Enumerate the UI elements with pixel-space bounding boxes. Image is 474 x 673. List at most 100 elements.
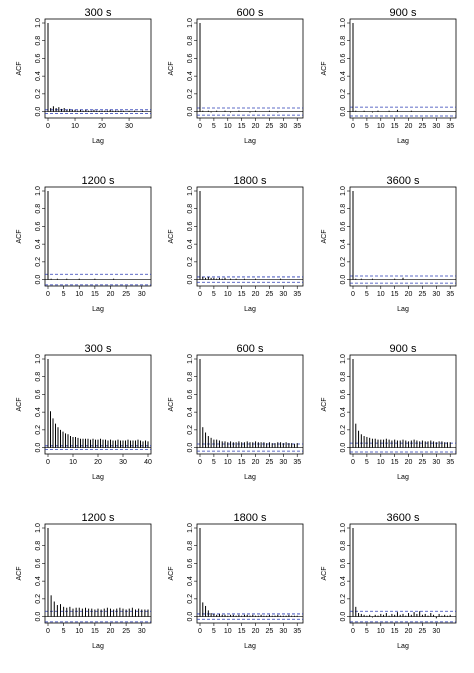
x-tick-label: 30: [279, 123, 287, 130]
y-tick-label: 1.0: [340, 186, 347, 196]
x-tick-label: 30: [279, 291, 287, 298]
y-tick-label: 0.4: [340, 407, 347, 417]
x-tick-label: 35: [446, 291, 454, 298]
y-tick-label: 1.0: [187, 354, 194, 364]
panel-title: 600 s: [237, 343, 264, 355]
x-axis-label: Lag: [92, 474, 104, 481]
acf-panel-6: 3600 s 0 5 10 15 20 25 30 35 0.0 0.2 0.4 0.6 0.8 1.0 La…: [321, 175, 457, 313]
y-tick-label: 0.8: [187, 36, 194, 46]
x-tick-label: 35: [446, 123, 454, 130]
x-tick-label: 10: [377, 628, 385, 635]
plot-frame: [196, 18, 304, 119]
y-tick-label: 0.6: [187, 221, 194, 231]
x-axis-label: Lag: [92, 138, 104, 145]
x-tick-label: 30: [138, 291, 146, 298]
x-tick-label: 20: [405, 628, 413, 635]
y-tick-label: 0.6: [340, 221, 347, 231]
x-axis-label: Lag: [92, 306, 104, 313]
x-tick-label: 30: [279, 628, 287, 635]
plot-frame: [349, 523, 457, 624]
x-tick-label: 15: [238, 628, 246, 635]
y-tick-label: 0.0: [187, 107, 194, 117]
y-tick-label: 1.0: [187, 18, 194, 28]
acf-panel-7: 300 s 0 10 20 30 40 0.0 0.2 0.4 0.6 0.8 1.0 Lag ACF: [16, 343, 152, 481]
plot-frame: [196, 354, 304, 455]
panel-title: 1800 s: [233, 175, 267, 187]
y-axis-label: ACF: [321, 230, 328, 244]
x-tick-label: 25: [419, 459, 427, 466]
x-axis-label: Lag: [397, 138, 409, 145]
y-axis-label: ACF: [16, 567, 23, 581]
acf-panel-12: 3600 s 0 5 10 15 20 25 30 0.0 0.2 0.4 0.6 0.8 1.0 Lag A…: [321, 512, 457, 650]
x-tick-label: 35: [293, 628, 301, 635]
y-tick-label: 0.2: [340, 89, 347, 99]
x-tick-label: 10: [224, 291, 232, 298]
y-tick-label: 0.4: [340, 71, 347, 81]
y-tick-label: 0.6: [35, 389, 42, 399]
y-tick-label: 1.0: [187, 523, 194, 533]
y-tick-label: 0.4: [340, 239, 347, 249]
y-tick-label: 0.8: [35, 372, 42, 382]
y-tick-label: 0.8: [35, 36, 42, 46]
y-tick-label: 0.2: [340, 594, 347, 604]
x-tick-label: 25: [419, 291, 427, 298]
panel-title: 3600 s: [386, 175, 420, 187]
x-tick-label: 20: [252, 459, 260, 466]
y-tick-label: 0.0: [35, 443, 42, 453]
x-tick-label: 0: [46, 123, 50, 130]
panel-title: 1800 s: [233, 512, 267, 524]
x-tick-label: 35: [293, 123, 301, 130]
y-tick-label: 0.0: [340, 275, 347, 285]
x-tick-label: 0: [46, 628, 50, 635]
x-tick-label: 30: [279, 459, 287, 466]
acf-panel-10: 1200 s 0 5 10 15 20 25 30 0.0 0.2 0.4 0.6 0.8 1.0 Lag A…: [16, 512, 152, 650]
x-tick-label: 5: [62, 291, 66, 298]
x-axis-label: Lag: [397, 474, 409, 481]
x-tick-label: 5: [212, 291, 216, 298]
x-tick-label: 0: [46, 459, 50, 466]
y-tick-label: 0.2: [35, 594, 42, 604]
x-tick-label: 10: [71, 123, 79, 130]
x-tick-label: 30: [432, 459, 440, 466]
y-tick-label: 0.2: [35, 257, 42, 267]
x-tick-label: 30: [125, 123, 133, 130]
x-tick-label: 0: [198, 459, 202, 466]
x-tick-label: 5: [365, 628, 369, 635]
y-tick-label: 0.8: [187, 372, 194, 382]
y-tick-label: 0.6: [340, 558, 347, 568]
y-tick-label: 0.2: [340, 257, 347, 267]
x-axis-label: Lag: [397, 643, 409, 650]
x-axis-label: Lag: [244, 643, 256, 650]
y-tick-label: 1.0: [35, 523, 42, 533]
y-axis-label: ACF: [16, 230, 23, 244]
plot-frame: [349, 18, 457, 119]
y-tick-label: 1.0: [35, 354, 42, 364]
x-tick-label: 0: [198, 628, 202, 635]
x-tick-label: 5: [365, 459, 369, 466]
y-tick-label: 0.0: [35, 612, 42, 622]
y-tick-label: 0.6: [340, 389, 347, 399]
y-tick-label: 1.0: [340, 18, 347, 28]
y-tick-label: 0.6: [35, 558, 42, 568]
x-tick-label: 10: [377, 459, 385, 466]
y-tick-label: 0.4: [35, 576, 42, 586]
y-tick-label: 0.4: [187, 71, 194, 81]
y-tick-label: 0.0: [187, 275, 194, 285]
x-axis-label: Lag: [244, 306, 256, 313]
acf-panel-9: 900 s 0 5 10 15 20 25 30 35 0.0 0.2 0.4 0.6 0.8 1.0 Lag…: [321, 343, 457, 481]
panel-title: 300 s: [85, 343, 112, 355]
acf-panel-8: 600 s 0 5 10 15 20 25 30 35 0.0 0.2 0.4 0.6 0.8 1.0 Lag…: [168, 343, 304, 481]
x-tick-label: 5: [365, 123, 369, 130]
x-tick-label: 30: [138, 628, 146, 635]
panel-title: 1200 s: [81, 512, 115, 524]
y-tick-label: 0.4: [35, 239, 42, 249]
x-axis-label: Lag: [244, 138, 256, 145]
y-tick-label: 1.0: [35, 18, 42, 28]
y-axis-label: ACF: [168, 62, 175, 76]
x-tick-label: 30: [119, 459, 127, 466]
x-tick-label: 20: [107, 291, 115, 298]
x-tick-label: 0: [351, 291, 355, 298]
x-tick-label: 0: [198, 123, 202, 130]
panel-title: 600 s: [237, 7, 264, 19]
plot-frame: [44, 186, 152, 287]
